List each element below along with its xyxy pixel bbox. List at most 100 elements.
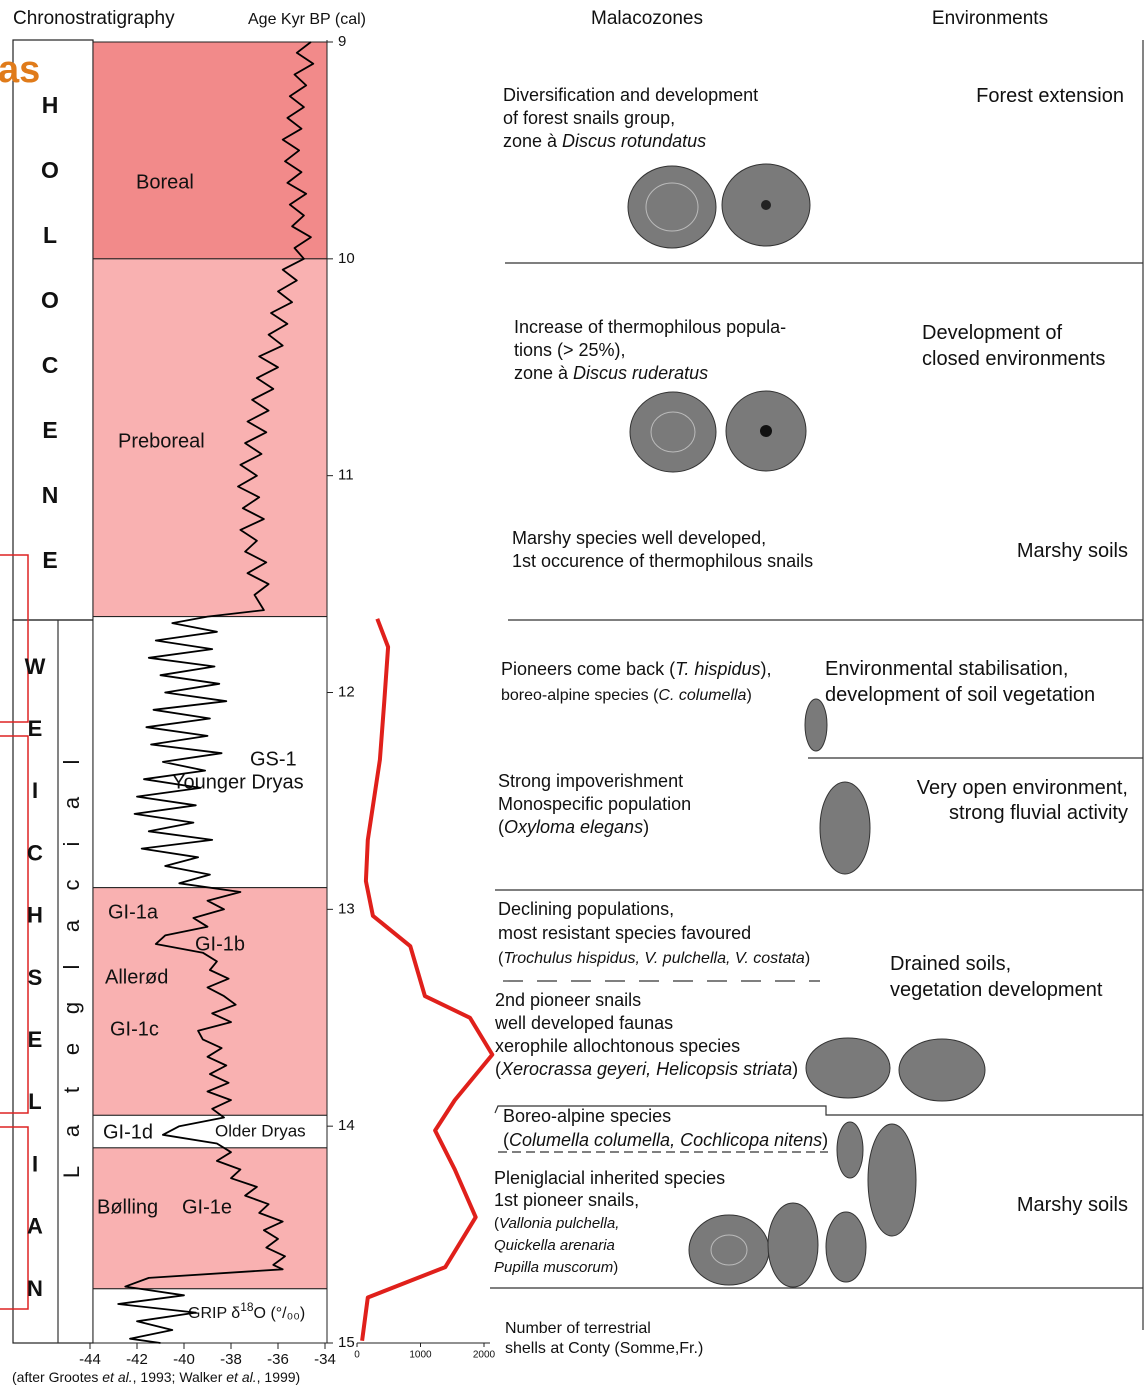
zone-text: of forest snails group, <box>503 108 675 128</box>
chronozone-label: GI-1c <box>110 1018 159 1040</box>
y-tick-label: 14 <box>338 1117 355 1134</box>
snail <box>819 781 871 875</box>
text-segment: Discus rotundatus <box>562 131 706 151</box>
stage-letter: H <box>27 903 43 928</box>
text-segment: xerophile allochtonous species <box>495 1036 740 1056</box>
zone-text: 1st pioneer snails, <box>494 1190 639 1210</box>
axis-label: GRIP δ18O (°/₀₀) <box>188 1300 305 1322</box>
x-tick-label: -36 <box>267 1351 289 1368</box>
highlight-box <box>0 1126 29 1310</box>
zone-text: 2nd pioneer snails <box>495 990 641 1010</box>
snail-detail <box>761 200 771 210</box>
separator <box>494 1105 1143 1116</box>
snail-detail <box>650 411 696 453</box>
holocene-box <box>12 39 94 621</box>
environment-text: Drained soils, <box>890 953 1011 975</box>
stage-letter: O <box>41 287 59 313</box>
stage-letter: E <box>28 716 43 741</box>
x-tick-label: 1000 <box>409 1350 432 1361</box>
environment-text: Development of <box>922 322 1063 344</box>
text-segment: et al. <box>226 1369 256 1385</box>
caption: (after Grootes et al., 1993; Walker et a… <box>12 1369 300 1385</box>
text-segment: ) <box>746 687 751 704</box>
stage-letter: C <box>42 352 59 378</box>
text-segment: Pleniglacial inherited species <box>494 1168 725 1188</box>
stage-letter: E <box>42 547 57 573</box>
stage-letter: N <box>42 482 59 508</box>
x-tick-label: -42 <box>126 1351 148 1368</box>
text-segment: Marshy species well developed, <box>512 528 766 548</box>
zone-text: Monospecific population <box>498 794 691 814</box>
zone-text: Pupilla muscorum) <box>494 1259 618 1276</box>
zone-text: zone à Discus ruderatus <box>514 363 708 383</box>
substage-letter: e <box>59 1043 84 1055</box>
y-tick-label: 15 <box>338 1334 355 1351</box>
snail <box>688 1214 770 1286</box>
zone-text: Pleniglacial inherited species <box>494 1168 725 1188</box>
zone-text: Marshy species well developed, <box>512 528 766 548</box>
header-age: Age Kyr BP (cal) <box>248 11 366 28</box>
zone-text: Strong impoverishment <box>498 771 683 791</box>
text-segment: ) <box>822 1130 828 1150</box>
text-segment: Pupilla muscorum <box>494 1259 613 1276</box>
stage-letter: N <box>27 1276 43 1301</box>
chronozone-band <box>92 887 328 1116</box>
axis-title: shells at Conty (Somme,Fr.) <box>505 1340 703 1357</box>
text-segment: most resistant species favoured <box>498 923 751 943</box>
substage-letter: a <box>59 919 84 932</box>
snail-images <box>627 163 986 1288</box>
stage-letter: W <box>25 654 46 679</box>
stage-letter: E <box>28 1027 43 1052</box>
chronozone-band <box>92 258 328 618</box>
text-segment: boreo-alpine species ( <box>501 687 659 704</box>
axis-title: Number of terrestrial <box>505 1320 651 1337</box>
environment-text: vegetation development <box>890 979 1103 1001</box>
text-segment: tions (> 25%), <box>514 340 626 360</box>
substage-letter: l <box>59 965 84 970</box>
text-segment: ) <box>792 1059 798 1079</box>
chronozone-label: GI-1b <box>195 933 245 955</box>
text-segment: T. hispidus <box>675 659 760 679</box>
chronozone-label: Preboreal <box>118 430 205 452</box>
text-segment: Monospecific population <box>498 794 691 814</box>
text-segment: Pioneers come back ( <box>501 659 675 679</box>
text-segment: Discus ruderatus <box>573 363 708 383</box>
substage-letter: c <box>59 880 84 891</box>
environment-text: strong fluvial activity <box>949 802 1128 824</box>
x-tick-label: 0 <box>354 1350 360 1361</box>
text-segment: of forest snails group, <box>503 108 675 128</box>
y-tick-label: 9 <box>338 33 346 50</box>
text-segment: zone à <box>514 363 573 383</box>
stage-letter: A <box>27 1214 43 1239</box>
chronozone-label: Allerød <box>105 966 168 988</box>
y-tick-label: 12 <box>338 683 355 700</box>
snail <box>805 1037 891 1099</box>
text-segment: ) <box>805 950 810 967</box>
snail <box>825 1211 867 1283</box>
environment-text: closed environments <box>922 348 1105 370</box>
axis-label-part: GRIP δ <box>188 1305 240 1322</box>
substage-letter: l <box>59 760 84 765</box>
data-line <box>360 618 495 1342</box>
text-segment: ( <box>498 817 504 837</box>
y-tick-label: 11 <box>338 467 354 484</box>
snail-detail <box>710 1234 748 1266</box>
text-segment: Increase of thermophilous popula- <box>514 317 786 337</box>
zone-text: Pioneers come back (T. hispidus), <box>501 659 771 679</box>
zone-text: (Columella columella, Cochlicopa nitens) <box>503 1130 828 1150</box>
zone-text: tions (> 25%), <box>514 340 626 360</box>
text-segment: Boreo-alpine species <box>503 1106 671 1126</box>
zone-text: (Vallonia pulchella, <box>494 1215 619 1232</box>
x-tick-label: -44 <box>79 1351 101 1368</box>
stage-letter: C <box>27 840 43 865</box>
header-environments: Environments <box>932 8 1048 29</box>
zone-separators <box>490 40 1144 1330</box>
x-tick-label: -38 <box>220 1351 242 1368</box>
zone-text: most resistant species favoured <box>498 923 751 943</box>
text-segment: Diversification and development <box>503 85 758 105</box>
text-segment: Vallonia pulchella, <box>499 1215 619 1232</box>
environment-text: Forest extension <box>976 85 1124 107</box>
zone-text: boreo-alpine species (C. columella) <box>501 687 752 704</box>
